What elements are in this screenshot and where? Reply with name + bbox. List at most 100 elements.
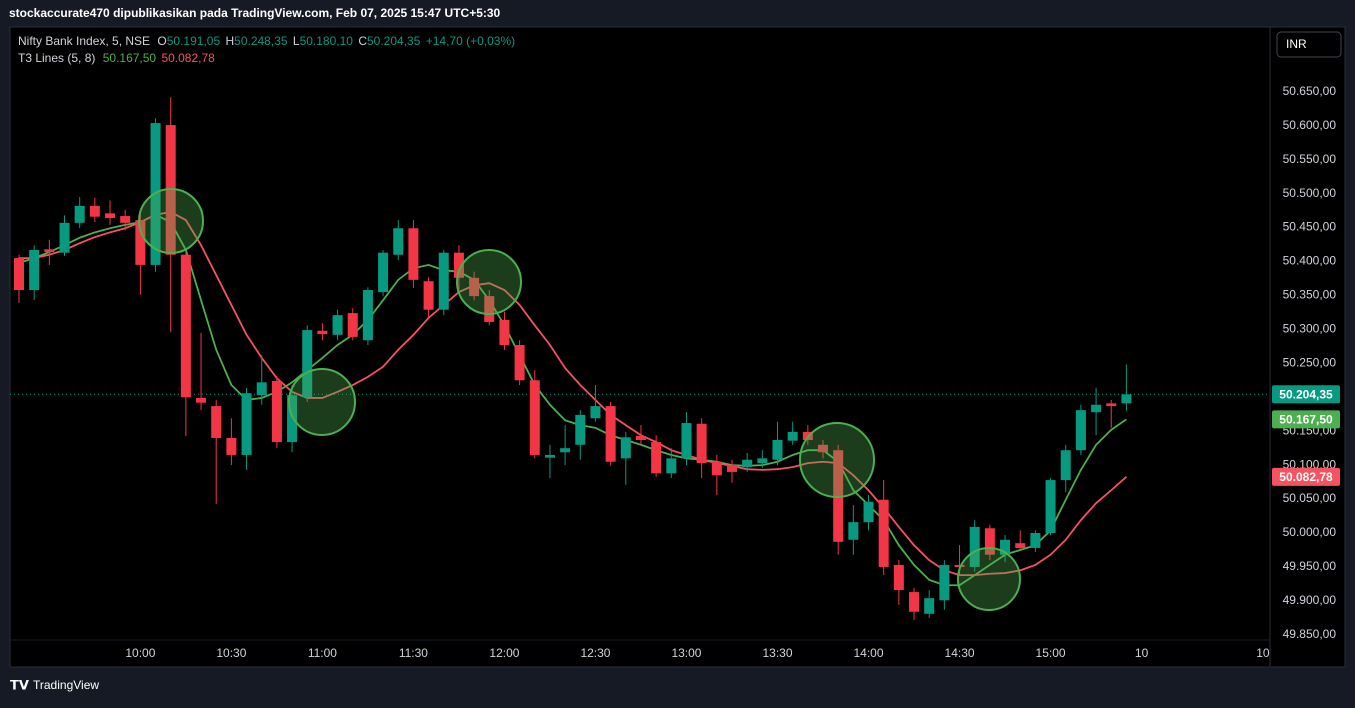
candle-body [29, 249, 40, 291]
candle-body [256, 382, 267, 396]
candle-body [1060, 450, 1071, 481]
candle-body [271, 380, 282, 443]
candle-body [59, 222, 70, 253]
candle-body [696, 423, 707, 464]
candle-body [514, 344, 525, 381]
x-tick-label: 11:30 [399, 646, 428, 660]
candle-body [924, 598, 935, 614]
x-tick-label: 10 [1135, 646, 1149, 660]
x-tick-label: 15:00 [1036, 646, 1066, 660]
y-tick-label: 50.500,00 [1283, 186, 1337, 200]
candle-body [438, 252, 449, 310]
x-tick-label: 10 [1256, 646, 1270, 660]
candle-body [575, 414, 586, 445]
candle-body [378, 252, 389, 293]
y-tick-label: 50.300,00 [1283, 322, 1337, 336]
ohlc-value: 50.180,10 [300, 34, 354, 48]
candle-body [469, 277, 480, 297]
candle-body [332, 315, 343, 335]
candle-body [241, 393, 252, 455]
currency-button-label[interactable]: INR [1286, 37, 1307, 51]
x-tick-label: 11:00 [308, 646, 337, 660]
crossover-circle [957, 547, 1021, 611]
candle-body [44, 249, 55, 253]
candle-body [590, 406, 601, 419]
x-tick-label: 14:30 [945, 646, 975, 660]
candle-body [863, 501, 874, 523]
crossover-markers [138, 188, 1021, 611]
y-tick-label: 49.850,00 [1283, 627, 1337, 641]
candle-body [74, 205, 85, 223]
brand-logo: 𝗧𝗩 [10, 677, 29, 692]
x-tick-label: 10:30 [216, 646, 246, 660]
x-tick-label: 13:30 [762, 646, 792, 660]
candle-body [893, 564, 904, 591]
x-tick-label: 12:30 [580, 646, 610, 660]
candle-body [726, 465, 737, 472]
candle-body [848, 522, 859, 540]
candle-body [757, 458, 768, 464]
candle-body [1030, 533, 1041, 548]
ohlc-key: L [293, 34, 300, 48]
candle-body [393, 228, 404, 255]
candle-body [120, 216, 131, 223]
candle-body [302, 330, 313, 398]
ohlc-key: H [225, 34, 234, 48]
candle-body [1015, 543, 1026, 548]
candle-body [954, 564, 965, 567]
candle-body [453, 252, 464, 278]
brand-name: TradingView [33, 678, 99, 692]
candle-body [1091, 404, 1102, 413]
candle-body [499, 319, 510, 345]
candle-body [787, 431, 798, 441]
candle-body [742, 459, 753, 468]
indicator-legend: T3 Lines (5, 8) 50.167,50 50.082,78 [18, 51, 215, 65]
candle-body [1045, 480, 1056, 534]
currency-button-frame[interactable] [1276, 31, 1342, 58]
price-badge [1272, 467, 1340, 486]
candle-body [135, 220, 146, 265]
y-tick-label: 50.100,00 [1283, 457, 1337, 471]
price-badge-label: 50.167,50 [1279, 412, 1333, 426]
candle-body [423, 281, 434, 310]
candle-body [89, 205, 100, 217]
candle-body [635, 435, 646, 441]
y-tick-label: 49.900,00 [1283, 593, 1337, 607]
candle-body [362, 290, 373, 341]
candle-body [681, 423, 692, 459]
indicator-value: 50.167,50 [103, 51, 157, 65]
x-tick-label: 10:00 [125, 646, 155, 660]
candle-body [969, 526, 980, 567]
candle-body [818, 444, 829, 453]
publish-header: stockaccurate470 dipublikasikan pada Tra… [9, 6, 501, 20]
y-tick-label: 50.000,00 [1283, 525, 1337, 539]
ohlc-value: 50.204,35 [367, 34, 421, 48]
currency-button[interactable]: INR [1276, 31, 1342, 58]
symbol-name: Nifty Bank Index, 5, NSE [18, 34, 150, 48]
x-tick-label: 12:00 [489, 646, 519, 660]
candle-body [1106, 403, 1117, 407]
candle-body [651, 442, 662, 474]
crossover-circle [138, 188, 204, 254]
candle-body [878, 499, 889, 567]
candle-body [620, 437, 631, 459]
price-badge [1272, 410, 1340, 429]
ohlc-key: C [358, 34, 367, 48]
y-tick-label: 50.650,00 [1283, 84, 1337, 98]
ohlc-value: 50.191,05 [167, 34, 221, 48]
chart-panel [9, 26, 1346, 668]
candle-body [14, 258, 24, 291]
candle-body [984, 528, 995, 555]
candle-body [180, 254, 191, 398]
symbol-legend: Nifty Bank Index, 5, NSE O50.191,05 H50.… [18, 34, 515, 48]
candle-body [939, 564, 950, 601]
candle-body [287, 395, 298, 443]
x-tick-label: 13:00 [671, 646, 701, 660]
y-tick-label: 50.250,00 [1283, 355, 1337, 369]
candle-body [484, 296, 495, 322]
candle-body [196, 397, 207, 403]
price-badge-label: 50.204,35 [1279, 387, 1333, 401]
indicator-name: T3 Lines (5, 8) [18, 51, 95, 65]
